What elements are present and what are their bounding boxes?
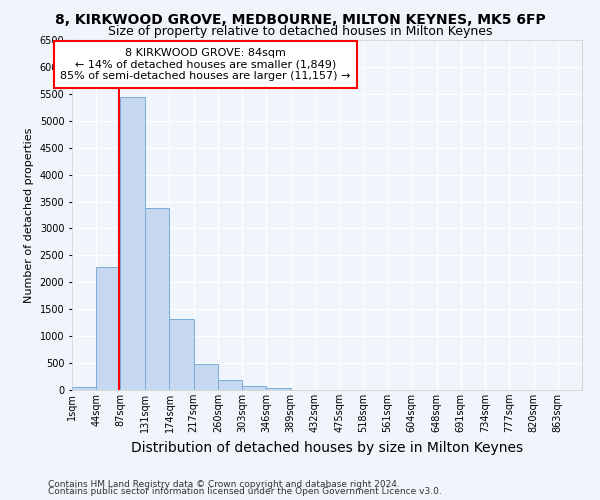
Text: Contains public sector information licensed under the Open Government Licence v3: Contains public sector information licen… [48, 487, 442, 496]
X-axis label: Distribution of detached houses by size in Milton Keynes: Distribution of detached houses by size … [131, 440, 523, 454]
Bar [145, 208, 169, 390]
Text: Size of property relative to detached houses in Milton Keynes: Size of property relative to detached ho… [108, 25, 492, 38]
Bar [72, 388, 96, 390]
Y-axis label: Number of detached properties: Number of detached properties [24, 128, 34, 302]
Bar [242, 386, 266, 390]
Bar [169, 320, 194, 390]
Bar [121, 96, 145, 390]
Bar [266, 388, 290, 390]
Text: Contains HM Land Registry data © Crown copyright and database right 2024.: Contains HM Land Registry data © Crown c… [48, 480, 400, 489]
Bar [218, 380, 242, 390]
Bar [96, 267, 121, 390]
Text: 8, KIRKWOOD GROVE, MEDBOURNE, MILTON KEYNES, MK5 6FP: 8, KIRKWOOD GROVE, MEDBOURNE, MILTON KEY… [55, 12, 545, 26]
Bar [194, 364, 218, 390]
Text: 8 KIRKWOOD GROVE: 84sqm
← 14% of detached houses are smaller (1,849)
85% of semi: 8 KIRKWOOD GROVE: 84sqm ← 14% of detache… [61, 48, 351, 82]
